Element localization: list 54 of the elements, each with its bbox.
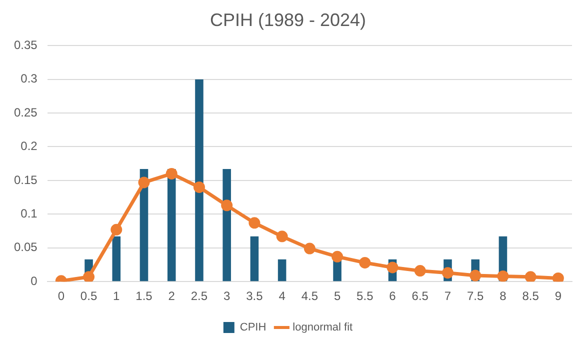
- x-tick-label: 5.5: [356, 289, 374, 304]
- x-tick-label: 0.5: [80, 289, 98, 304]
- x-tick-label: 3: [223, 289, 230, 304]
- point: [386, 262, 398, 274]
- point: [414, 265, 426, 277]
- y-tick-label: 0.35: [14, 38, 38, 52]
- legend-label: lognormal fit: [292, 322, 353, 334]
- point: [276, 230, 288, 242]
- legend-label: CPIH: [240, 322, 266, 334]
- x-tick-label: 4.5: [301, 289, 318, 304]
- bar: [167, 168, 176, 282]
- bar: [250, 236, 259, 282]
- chart-title: CPIH (1989 - 2024): [210, 10, 366, 30]
- point: [110, 224, 122, 236]
- x-tick-label: 8: [500, 289, 507, 304]
- point: [166, 168, 178, 180]
- x-tick-label: 7.5: [467, 289, 484, 304]
- x-tick-label: 0: [58, 289, 65, 304]
- point: [359, 256, 371, 268]
- y-tick-label: 0.2: [20, 139, 38, 154]
- bar: [222, 168, 231, 282]
- bar: [112, 236, 121, 282]
- point: [552, 272, 564, 282]
- y-tick-label: 0.25: [14, 105, 38, 120]
- x-tick-label: 9: [554, 289, 562, 304]
- point: [221, 200, 233, 212]
- y-tick-label: 0: [30, 274, 38, 288]
- x-tick-label: 1: [113, 289, 120, 304]
- bar: [278, 259, 286, 282]
- point: [304, 242, 316, 254]
- x-tick-label: 7: [444, 289, 452, 304]
- point: [332, 250, 344, 262]
- y-tick-label: 0.05: [14, 240, 38, 254]
- point: [524, 271, 536, 282]
- y-tick-label: 0.3: [20, 72, 38, 86]
- x-tick-label: 4: [278, 289, 286, 304]
- y-tick-label: 0.15: [14, 172, 38, 187]
- y-tick-label: 0.1: [20, 206, 38, 220]
- point: [248, 217, 260, 229]
- x-tick-label: 2: [168, 289, 176, 304]
- point: [497, 270, 509, 282]
- x-tick-label: 2.5: [190, 289, 208, 304]
- x-tick-label: 5: [334, 289, 341, 304]
- bar: [195, 79, 204, 282]
- point: [138, 176, 150, 188]
- x-tick-label: 3.5: [246, 289, 264, 304]
- x-tick-label: 8.5: [522, 289, 540, 304]
- point: [193, 181, 205, 193]
- x-tick-label: 6.5: [412, 289, 429, 304]
- point: [470, 270, 482, 282]
- x-tick-label: 6: [389, 289, 396, 304]
- point: [83, 271, 95, 282]
- point: [442, 267, 454, 279]
- x-tick-label: 1.5: [136, 289, 153, 304]
